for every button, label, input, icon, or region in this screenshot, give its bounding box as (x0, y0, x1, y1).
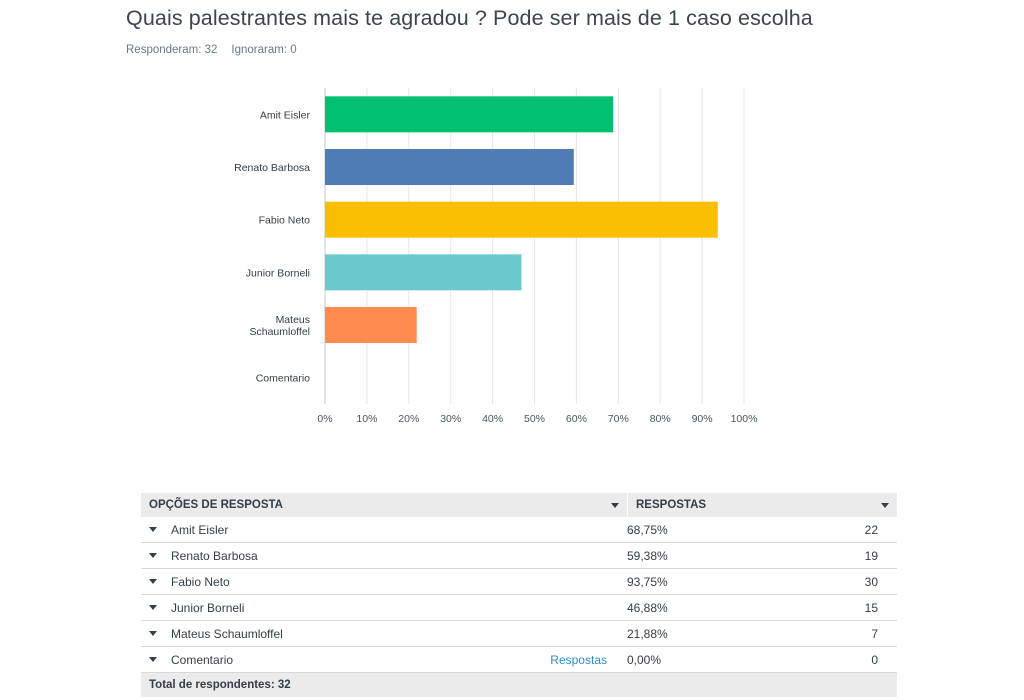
x-tick-label: 100% (731, 413, 758, 425)
row-percent: 93,75% (627, 574, 668, 589)
table-row: Fabio Neto 93,75% 30 (141, 569, 897, 595)
x-tick-label: 90% (692, 413, 713, 425)
row-percent: 0,00% (627, 652, 662, 667)
bar-chart: 0% 10% 20% 30% 40% 50% 60% 70% 80% 90% 100% Amit Ei… (234, 88, 758, 425)
row-option: Comentario Respostas (141, 653, 627, 667)
category-label: Amit Eisler (260, 109, 311, 121)
row-label: Mateus Schaumloffel (171, 626, 283, 641)
x-tick-label: 60% (566, 413, 587, 425)
response-stats: Responderam: 32 Ignoraram: 0 (126, 44, 297, 56)
table-body: Amit Eisler 68,75% 22 Renato Barbosa 59,38% 1… (141, 517, 897, 673)
x-tick-label: 80% (650, 413, 671, 425)
question-title: Quais palestrantes mais te agradou ? Pod… (126, 6, 813, 30)
expand-chevron-icon[interactable] (149, 605, 157, 610)
category-label: Comentario (256, 373, 310, 385)
row-option: Fabio Neto (141, 575, 627, 589)
x-tick-label: 0% (317, 413, 332, 425)
expand-chevron-icon[interactable] (149, 579, 157, 584)
bar (325, 149, 574, 185)
expand-chevron-icon[interactable] (149, 657, 157, 662)
table-row: Mateus Schaumloffel 21,88% 7 (141, 621, 897, 647)
row-percent: 21,88% (627, 626, 668, 641)
table-row: Renato Barbosa 59,38% 19 (141, 543, 897, 569)
row-label: Renato Barbosa (171, 548, 258, 563)
category-label: Mateus (276, 314, 310, 326)
row-option: Renato Barbosa (141, 549, 627, 563)
table-footer: Total de respondentes: 32 (141, 673, 897, 697)
row-label: Junior Borneli (171, 600, 245, 615)
row-option: Junior Borneli (141, 601, 627, 615)
row-label: Amit Eisler (171, 522, 229, 537)
row-label: Fabio Neto (171, 574, 230, 589)
row-percent: 46,88% (627, 600, 668, 615)
category-label: Junior Borneli (246, 267, 310, 279)
bar (325, 254, 522, 291)
header-responses[interactable]: RESPOSTAS (627, 493, 897, 517)
total-respondents: Total de respondentes: 32 (149, 679, 291, 691)
response-table: OPÇÕES DE RESPOSTA RESPOSTAS Amit Eisler… (141, 493, 897, 697)
expand-chevron-icon[interactable] (149, 553, 157, 558)
expand-chevron-icon[interactable] (149, 631, 157, 636)
row-count: 7 (871, 626, 878, 641)
row-percent: 59,38% (627, 548, 668, 563)
row-count: 15 (864, 600, 878, 615)
skipped-count: Ignoraram: 0 (231, 44, 297, 56)
row-count: 30 (864, 574, 878, 589)
header-options[interactable]: OPÇÕES DE RESPOSTA (141, 499, 627, 511)
row-option: Amit Eisler (141, 523, 627, 537)
row-count: 22 (864, 522, 878, 537)
category-label: Schaumloffel (249, 326, 310, 338)
table-header: OPÇÕES DE RESPOSTA RESPOSTAS (141, 493, 897, 517)
row-count: 0 (871, 652, 878, 667)
row-option: Mateus Schaumloffel (141, 627, 627, 641)
category-label: Renato Barbosa (234, 162, 310, 174)
bar (325, 201, 718, 238)
category-label: Fabio Neto (259, 215, 311, 227)
row-count: 19 (864, 548, 878, 563)
table-row: Junior Borneli 46,88% 15 (141, 595, 897, 621)
row-percent: 68,75% (627, 522, 668, 537)
answered-count: Responderam: 32 (126, 44, 218, 56)
x-tick-label: 70% (608, 413, 629, 425)
header-responses-label: RESPOSTAS (636, 499, 707, 511)
row-label: Comentario (171, 652, 234, 667)
bar (325, 96, 614, 133)
x-tick-label: 50% (524, 413, 545, 425)
expand-chevron-icon[interactable] (149, 527, 157, 532)
sort-down-icon[interactable] (611, 503, 619, 508)
x-tick-label: 10% (356, 413, 377, 425)
x-tick-label: 20% (398, 413, 419, 425)
bar (325, 307, 417, 343)
x-tick-label: 30% (440, 413, 461, 425)
header-options-label: OPÇÕES DE RESPOSTA (149, 499, 283, 511)
table-row: Comentario Respostas 0,00% 0 (141, 647, 897, 673)
sort-down-icon[interactable] (881, 503, 889, 508)
x-tick-label: 40% (482, 413, 503, 425)
table-row: Amit Eisler 68,75% 22 (141, 517, 897, 543)
responses-link[interactable]: Respostas (550, 652, 607, 667)
